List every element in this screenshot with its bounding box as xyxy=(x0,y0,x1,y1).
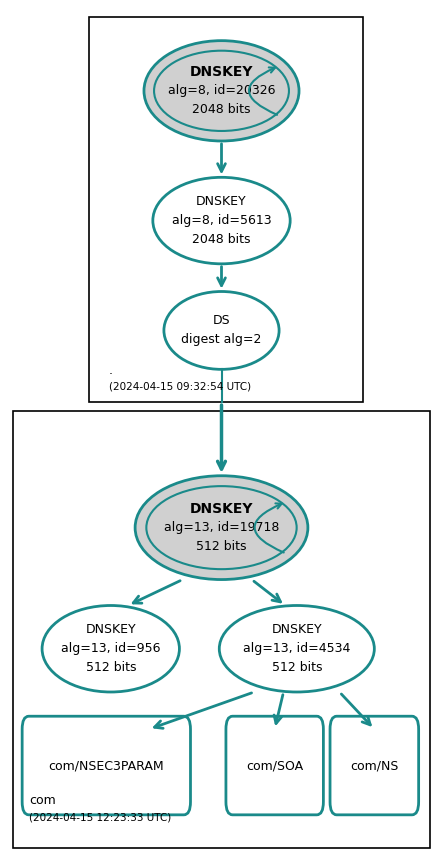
Bar xyxy=(13,411,430,848)
Ellipse shape xyxy=(135,476,308,580)
Bar xyxy=(89,17,363,402)
Ellipse shape xyxy=(42,606,179,692)
Text: com/SOA: com/SOA xyxy=(246,759,303,772)
Text: com: com xyxy=(29,793,55,807)
Text: DNSKEY: DNSKEY xyxy=(272,623,322,637)
FancyBboxPatch shape xyxy=(226,716,323,815)
Text: digest alg=2: digest alg=2 xyxy=(181,333,262,347)
Text: (2024-04-15 12:23:33 UTC): (2024-04-15 12:23:33 UTC) xyxy=(29,812,171,823)
Text: .: . xyxy=(109,363,113,377)
FancyBboxPatch shape xyxy=(22,716,190,815)
Text: com/NS: com/NS xyxy=(350,759,399,772)
Text: alg=13, id=19718: alg=13, id=19718 xyxy=(164,521,279,535)
Text: DNSKEY: DNSKEY xyxy=(190,502,253,516)
Text: (2024-04-15 09:32:54 UTC): (2024-04-15 09:32:54 UTC) xyxy=(109,381,251,392)
Text: 2048 bits: 2048 bits xyxy=(192,233,251,247)
Text: alg=13, id=4534: alg=13, id=4534 xyxy=(243,642,350,656)
Text: com/NSEC3PARAM: com/NSEC3PARAM xyxy=(48,759,164,772)
Ellipse shape xyxy=(153,177,290,264)
Text: DNSKEY: DNSKEY xyxy=(196,195,247,208)
Text: alg=8, id=20326: alg=8, id=20326 xyxy=(168,84,275,98)
Text: alg=8, id=5613: alg=8, id=5613 xyxy=(172,214,271,227)
Text: 512 bits: 512 bits xyxy=(85,661,136,675)
Text: 512 bits: 512 bits xyxy=(272,661,322,675)
Ellipse shape xyxy=(219,606,374,692)
Text: alg=13, id=956: alg=13, id=956 xyxy=(61,642,160,656)
Ellipse shape xyxy=(164,292,279,369)
Text: 512 bits: 512 bits xyxy=(196,540,247,554)
Text: 2048 bits: 2048 bits xyxy=(192,103,251,117)
Text: DS: DS xyxy=(213,314,230,328)
FancyBboxPatch shape xyxy=(330,716,419,815)
Text: DNSKEY: DNSKEY xyxy=(85,623,136,637)
Text: DNSKEY: DNSKEY xyxy=(190,65,253,79)
Ellipse shape xyxy=(144,41,299,141)
